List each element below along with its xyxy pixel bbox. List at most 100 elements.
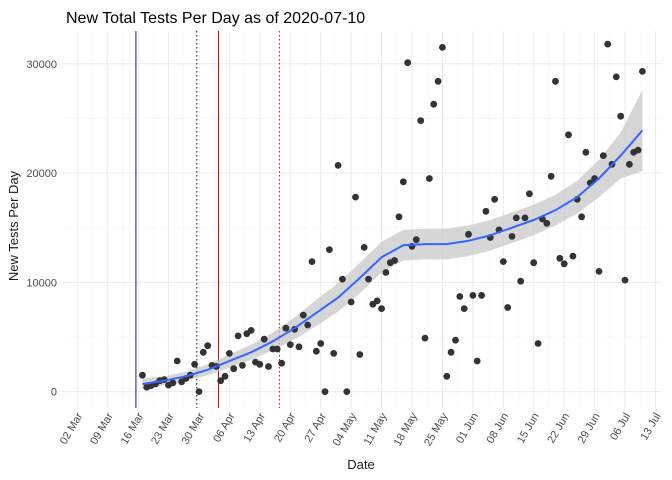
data-point	[173, 357, 181, 365]
data-point	[199, 348, 207, 356]
x-tick-label: 06 Jul	[608, 411, 633, 442]
data-point	[426, 175, 433, 182]
major-gridlines	[62, 31, 662, 408]
data-point	[326, 246, 333, 254]
data-point	[352, 193, 359, 201]
data-point	[330, 350, 338, 357]
data-point	[230, 365, 238, 373]
data-point	[295, 343, 303, 351]
data-point	[452, 336, 459, 344]
x-tick-label: 25 May	[422, 411, 451, 449]
data-point	[139, 371, 146, 379]
data-point	[247, 327, 255, 334]
data-point	[308, 258, 316, 265]
data-point	[278, 359, 285, 367]
data-point	[343, 388, 351, 395]
data-point	[556, 254, 564, 262]
data-point	[221, 372, 229, 380]
data-point	[634, 146, 642, 154]
data-point	[339, 275, 346, 283]
data-point	[373, 297, 381, 305]
data-point	[499, 258, 507, 265]
data-point	[226, 350, 233, 357]
x-tick-label: 29 Jun	[576, 411, 603, 446]
data-point	[612, 73, 620, 81]
x-tick-label: 18 May	[392, 411, 421, 449]
data-point	[439, 44, 446, 51]
data-point	[430, 100, 438, 108]
y-tick-label: 20000	[26, 168, 57, 180]
x-tick-label: 20 Apr	[272, 411, 298, 445]
x-tick-label: 06 Apr	[211, 411, 237, 445]
data-point	[321, 388, 329, 395]
data-point	[391, 257, 398, 264]
data-point	[417, 117, 425, 124]
x-tick-label: 04 May	[331, 411, 360, 449]
data-point	[399, 178, 407, 186]
data-point	[356, 351, 364, 358]
data-point	[282, 324, 290, 332]
x-tick-label: 13 Apr	[242, 411, 268, 445]
data-point	[304, 321, 312, 329]
data-point	[217, 377, 225, 385]
data-point	[491, 195, 498, 203]
data-point	[365, 275, 372, 283]
data-point	[508, 233, 516, 240]
data-point	[273, 345, 281, 353]
data-point	[286, 341, 294, 348]
x-tick-label: 16 Mar	[119, 411, 147, 447]
y-tick-label: 0	[51, 387, 57, 399]
data-point	[299, 311, 307, 319]
data-point	[456, 293, 464, 300]
confidence-ribbon	[142, 90, 643, 390]
y-axis-title: New Tests Per Day	[6, 170, 21, 281]
x-tick-label: 08 Jun	[485, 411, 512, 446]
data-point	[617, 112, 625, 120]
data-point	[312, 347, 320, 355]
data-point	[465, 230, 472, 238]
data-point	[547, 172, 555, 180]
x-tick-label: 02 Mar	[58, 411, 86, 447]
minor-gridlines	[62, 31, 662, 408]
x-tick-label: 15 Jun	[515, 411, 542, 446]
x-tick-label: 11 May	[362, 411, 390, 448]
x-tick-label: 01 Jun	[454, 411, 481, 446]
data-point	[347, 298, 355, 306]
data-point	[360, 244, 368, 251]
data-point	[512, 214, 520, 222]
data-point	[421, 334, 429, 342]
data-point	[256, 360, 264, 368]
data-point	[169, 379, 177, 387]
plot-panel	[62, 31, 662, 408]
data-point	[521, 214, 529, 222]
data-point	[382, 269, 390, 276]
data-point	[582, 148, 590, 156]
data-point	[560, 260, 568, 268]
data-point	[482, 207, 490, 215]
data-point	[334, 162, 342, 169]
data-point	[239, 362, 246, 369]
data-point	[317, 340, 325, 347]
data-point	[621, 276, 629, 284]
x-tick-label: 09 Mar	[88, 411, 116, 447]
confidence-band	[142, 90, 643, 390]
data-point	[473, 357, 481, 365]
data-point	[626, 160, 633, 168]
chart-title: New Total Tests Per Day as of 2020-07-10	[66, 10, 365, 27]
data-point	[517, 277, 525, 285]
data-point	[234, 332, 242, 340]
x-tick-label: 27 Apr	[303, 411, 329, 445]
data-point	[443, 372, 451, 380]
data-point	[604, 40, 612, 48]
data-point	[434, 77, 442, 85]
smooth-line	[142, 129, 644, 385]
smooth-trend	[142, 129, 644, 385]
x-axis-ticks: 02 Mar 09 Mar 16 Mar 23 Mar 30 Mar 06 Apr 13 A…	[58, 411, 664, 449]
x-tick-label: 22 Jun	[545, 411, 572, 446]
reference-lines	[135, 31, 280, 408]
data-point	[395, 213, 403, 221]
data-point	[504, 304, 512, 311]
data-point	[404, 59, 412, 67]
data-point	[204, 342, 212, 350]
